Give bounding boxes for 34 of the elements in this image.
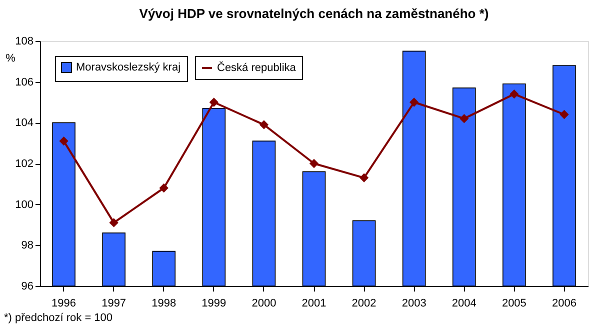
y-tick-label: 100: [15, 198, 34, 211]
legend-label: Česká republika: [217, 61, 297, 74]
x-tick-label: 2006: [552, 298, 576, 310]
legend-label: Moravskoslezský kraj: [76, 62, 181, 74]
x-tick-label: 2004: [452, 298, 476, 310]
text: *) předchozí rok = 100: [4, 312, 113, 324]
y-tick-label: 104: [15, 117, 34, 130]
x-tick-label: 2000: [252, 298, 276, 310]
point: [360, 174, 368, 182]
point: [110, 218, 118, 227]
x-tick-label: 2003: [402, 298, 426, 310]
x-tick-label: 2005: [502, 298, 526, 310]
x-tick-label: 1998: [152, 298, 176, 310]
x-tick-label: 2002: [352, 298, 376, 310]
x-tick-label: 1996: [52, 298, 76, 310]
point: [60, 136, 68, 146]
point: [160, 184, 168, 192]
x-tick-label: 1999: [202, 298, 226, 310]
point: [210, 98, 218, 106]
point: [260, 120, 268, 129]
y-axis-title: %: [6, 52, 16, 64]
x-tick-label: 1997: [102, 298, 126, 310]
point: [410, 98, 418, 106]
x-tick-label: 2001: [302, 298, 326, 310]
y-tick-label: 108: [15, 36, 34, 48]
y-tick-label: 106: [15, 76, 34, 88]
point: [510, 90, 518, 98]
y-tick-label: 98: [21, 240, 34, 252]
point: [560, 110, 568, 119]
point: [460, 114, 468, 123]
chart-title: Vývoj HDP ve srovnatelných cenách na zaměstnaného *): [139, 6, 489, 21]
point: [310, 159, 318, 168]
y-tick-label: 102: [15, 158, 34, 170]
y-tick-label: 96: [21, 280, 34, 292]
